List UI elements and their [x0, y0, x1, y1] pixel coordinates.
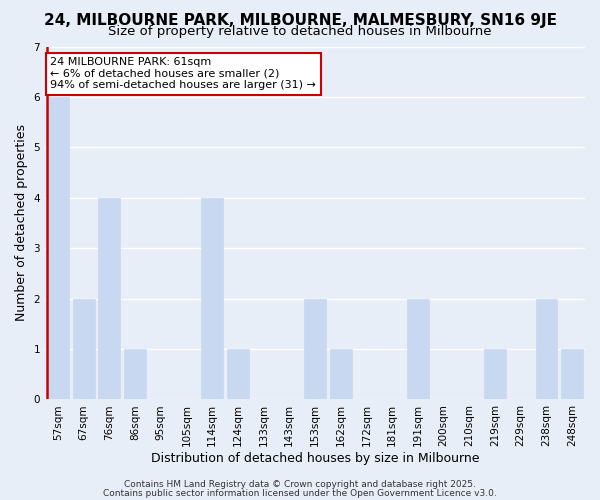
Bar [304, 298, 326, 400]
Text: Size of property relative to detached houses in Milbourne: Size of property relative to detached ho… [108, 25, 492, 38]
Bar [330, 349, 352, 400]
Bar [98, 198, 120, 400]
Y-axis label: Number of detached properties: Number of detached properties [15, 124, 28, 322]
Bar [73, 298, 95, 400]
Bar [561, 349, 583, 400]
X-axis label: Distribution of detached houses by size in Milbourne: Distribution of detached houses by size … [151, 452, 479, 465]
Bar [227, 349, 249, 400]
Bar [201, 198, 223, 400]
Bar [484, 349, 506, 400]
Bar [47, 97, 69, 400]
Text: 24, MILBOURNE PARK, MILBOURNE, MALMESBURY, SN16 9JE: 24, MILBOURNE PARK, MILBOURNE, MALMESBUR… [44, 12, 557, 28]
Bar [124, 349, 146, 400]
Text: Contains public sector information licensed under the Open Government Licence v3: Contains public sector information licen… [103, 488, 497, 498]
Bar [536, 298, 557, 400]
Text: 24 MILBOURNE PARK: 61sqm
← 6% of detached houses are smaller (2)
94% of semi-det: 24 MILBOURNE PARK: 61sqm ← 6% of detache… [50, 57, 316, 90]
Text: Contains HM Land Registry data © Crown copyright and database right 2025.: Contains HM Land Registry data © Crown c… [124, 480, 476, 489]
Bar [407, 298, 429, 400]
